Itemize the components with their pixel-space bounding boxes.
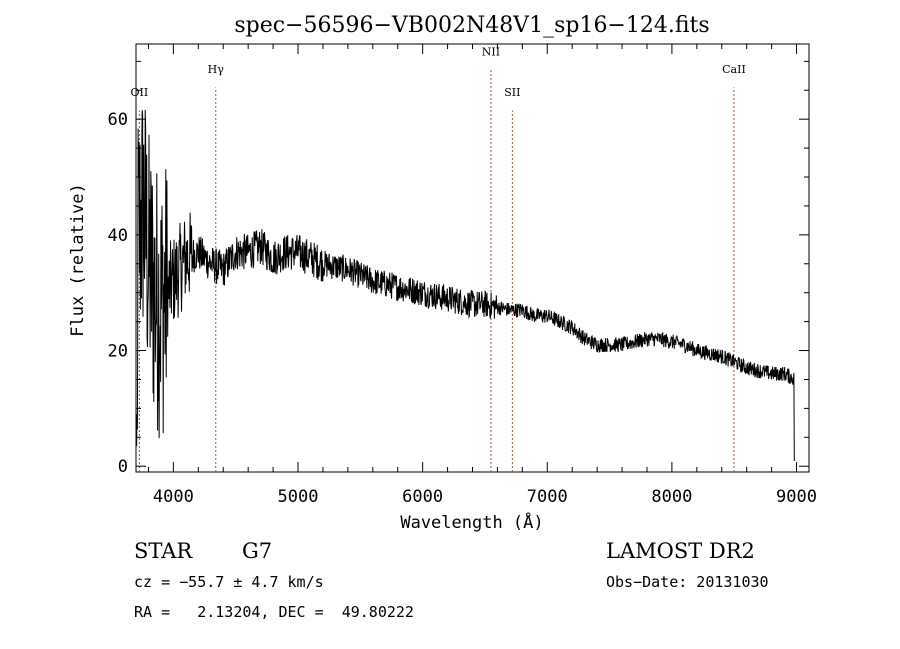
y-axis-label: Flux (relative) (68, 183, 88, 337)
chart-title: spec−56596−VB002N48V1_sp16−124.fits (234, 13, 709, 38)
axis-ticks: 4000 5000 6000 7000 8000 9000 0 20 40 60 (108, 44, 817, 507)
y-tick-label: 60 (108, 110, 128, 130)
spectrum-line (136, 109, 795, 461)
ra-dec-coordinates: RA = 2.13204, DEC = 49.80222 (134, 603, 414, 621)
x-tick-label: 9000 (776, 487, 817, 507)
spectral-subclass: G7 (242, 539, 273, 563)
line-marker-label: CaII (722, 63, 746, 76)
emission-line-markers: OII Hγ NII SII CaII (131, 46, 746, 472)
x-tick-label: 8000 (651, 487, 692, 507)
x-tick-label: 7000 (527, 487, 568, 507)
object-class: STAR (134, 539, 193, 563)
y-tick-label: 0 (118, 457, 128, 477)
x-axis-label: Wavelength (Å) (400, 511, 543, 533)
x-tick-label: 6000 (402, 487, 443, 507)
line-marker-label: OII (131, 86, 149, 99)
survey-name: LAMOST DR2 (606, 539, 755, 563)
line-marker-label: SII (504, 86, 520, 99)
y-tick-label: 20 (108, 342, 128, 362)
line-marker-label: NII (482, 46, 500, 59)
line-marker-label: Hγ (208, 63, 225, 76)
observation-date: Obs−Date: 20131030 (606, 573, 769, 591)
redshift-velocity: cz = −55.7 ± 4.7 km/s (134, 573, 324, 591)
y-tick-label: 40 (108, 226, 128, 246)
x-tick-label: 4000 (153, 487, 194, 507)
x-tick-label: 5000 (278, 487, 319, 507)
